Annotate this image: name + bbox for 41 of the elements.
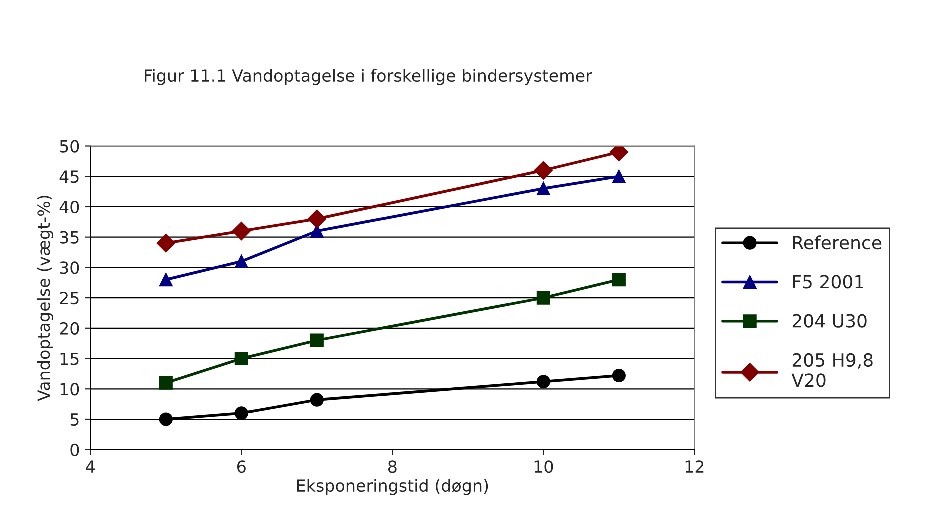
legend-label: Reference bbox=[793, 236, 882, 250]
point bbox=[612, 273, 626, 287]
y-tick-label: 35 bbox=[60, 231, 79, 244]
point bbox=[536, 375, 550, 389]
legend-label: 205 H9,8 V20 bbox=[792, 353, 873, 388]
y-tick-label: 45 bbox=[60, 170, 79, 184]
y-tick-label: 0 bbox=[70, 444, 80, 456]
point bbox=[612, 369, 626, 383]
point bbox=[234, 254, 248, 268]
y-tick-label: 30 bbox=[60, 262, 80, 274]
point bbox=[536, 291, 550, 305]
point bbox=[159, 376, 173, 390]
x-tick-label: 8 bbox=[388, 460, 397, 474]
point bbox=[310, 334, 324, 348]
x-tick-label: 10 bbox=[534, 460, 554, 474]
chart-title: Figur 11.1 Vandoptagelse i forskellige bindersystemer bbox=[145, 69, 592, 86]
y-tick-label: 5 bbox=[70, 414, 79, 426]
point bbox=[612, 170, 626, 184]
point bbox=[232, 222, 252, 241]
x-tick-label: 6 bbox=[238, 460, 246, 474]
y-tick-label: 50 bbox=[60, 140, 80, 153]
x-axis-title: Eksponeringstid (døgn) bbox=[297, 479, 488, 496]
y-tick-label: 15 bbox=[60, 352, 79, 366]
x-tick-label: 12 bbox=[686, 460, 704, 473]
x-tick-label: 4 bbox=[86, 460, 96, 473]
y-axis-title: Vandoptagelse (vægt-%) bbox=[37, 196, 54, 402]
y-tick-label: 20 bbox=[60, 322, 80, 335]
y-tick-label: 40 bbox=[60, 200, 80, 214]
point bbox=[308, 210, 327, 228]
point bbox=[234, 406, 248, 420]
point bbox=[234, 352, 248, 366]
point bbox=[159, 273, 173, 287]
y-tick-label: 25 bbox=[60, 292, 79, 305]
point bbox=[310, 393, 324, 407]
point bbox=[159, 412, 173, 426]
point bbox=[156, 234, 176, 253]
point bbox=[536, 182, 550, 196]
legend-label: 204 U30 bbox=[792, 314, 867, 328]
y-tick-label: 10 bbox=[60, 383, 80, 396]
point bbox=[534, 161, 554, 180]
legend-label: F5 2001 bbox=[793, 275, 864, 289]
